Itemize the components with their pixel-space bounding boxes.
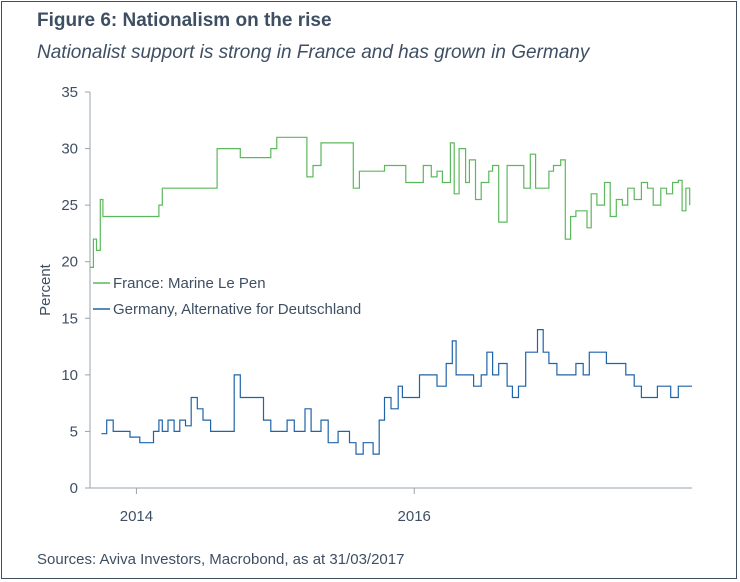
chart-legend: France: Marine Le Pen Germany, Alternativ… — [93, 275, 361, 318]
figure-title: Figure 6: Nationalism on the rise — [37, 10, 332, 31]
chart-series-layer — [90, 136, 692, 455]
y-tick-label: 15 — [61, 310, 78, 327]
legend-label: Germany, Alternative for Deutschland — [113, 301, 361, 318]
y-tick-label: 25 — [61, 197, 78, 214]
figure-source: Sources: Aviva Investors, Macrobond, as … — [37, 551, 405, 568]
figure-subtitle: Nationalist support is strong in France … — [37, 42, 590, 63]
y-axis-label: Percent — [37, 263, 54, 316]
x-tick-label: 2014 — [120, 508, 153, 525]
y-tick-label: 5 — [70, 423, 78, 440]
chart-axes: 0 5 10 15 20 25 30 35 2014 2016 — [61, 84, 692, 525]
y-tick-label: 20 — [61, 254, 78, 271]
series-line-france — [90, 136, 691, 268]
y-tick-label: 0 — [70, 480, 78, 497]
series-line-germany — [101, 329, 692, 455]
x-tick-label: 2016 — [398, 508, 431, 525]
y-tick-label: 10 — [61, 367, 78, 384]
y-tick-label: 30 — [61, 141, 78, 158]
y-tick-label: 35 — [61, 84, 78, 101]
legend-label: France: Marine Le Pen — [113, 275, 266, 292]
